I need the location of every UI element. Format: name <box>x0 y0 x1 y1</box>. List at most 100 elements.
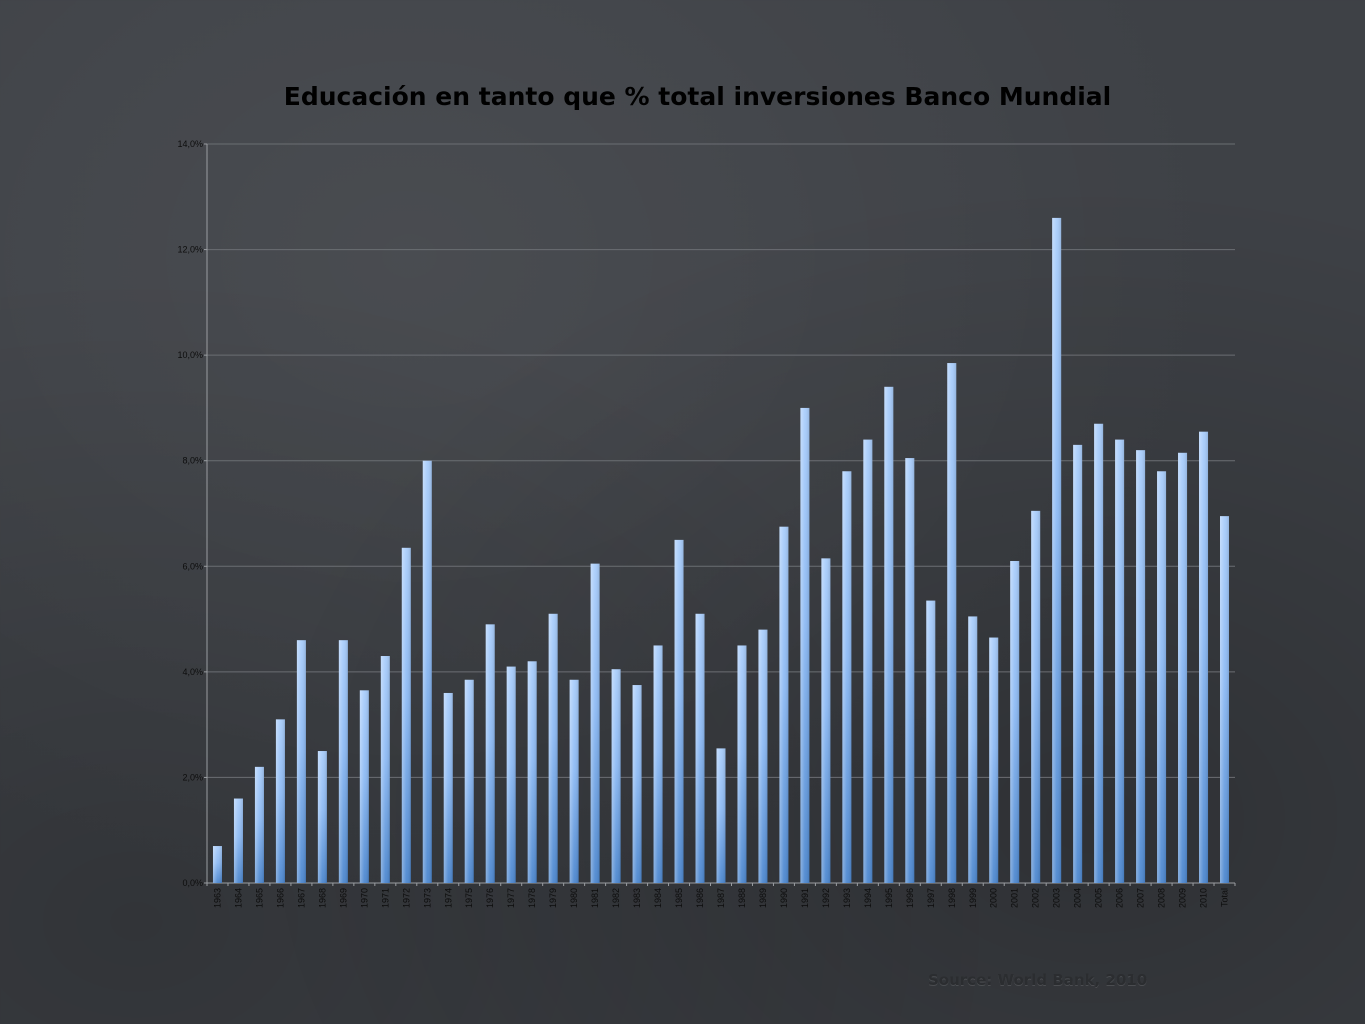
bar-highlight <box>737 645 747 883</box>
bar-highlight <box>548 613 558 883</box>
x-tick-label: 1991 <box>800 888 810 908</box>
x-tick-label: 1995 <box>884 888 894 908</box>
x-tick-label: 2006 <box>1115 888 1125 908</box>
bar-highlight <box>758 629 768 883</box>
x-tick-label: 1981 <box>590 888 600 908</box>
chart-title: Educación en tanto que % total inversion… <box>283 82 1112 111</box>
bar-highlight <box>1094 423 1104 883</box>
bar-highlight <box>1219 516 1230 883</box>
bar-highlight <box>1178 452 1188 883</box>
bar-highlight <box>233 798 243 883</box>
bar-highlight <box>779 526 789 883</box>
x-tick-label: 1966 <box>275 888 285 908</box>
bar-highlight <box>485 624 495 883</box>
x-tick-label: 2004 <box>1073 888 1083 908</box>
bar-highlight <box>632 685 642 883</box>
x-tick-label: 1982 <box>611 888 621 908</box>
x-tick-label: 1977 <box>506 888 516 908</box>
x-tick-label: 1984 <box>653 888 663 908</box>
bar-highlight <box>212 846 223 883</box>
bar-highlight <box>317 751 327 883</box>
bar-highlight <box>1115 439 1125 883</box>
x-tick-label: 2000 <box>989 888 999 908</box>
x-tick-label: 1998 <box>947 888 957 908</box>
bar-highlight <box>716 748 726 883</box>
x-tick-label: 1979 <box>548 888 558 908</box>
bar-highlight <box>695 613 705 883</box>
x-tick-label: 1987 <box>716 888 726 908</box>
y-tick-label: 6,0% <box>182 561 203 571</box>
x-tick-labels: 1963 1964 1965 1966 1967 1968 1969 1970 1971 1972… <box>212 888 1229 908</box>
bar-highlight <box>800 407 810 883</box>
bar-highlight <box>905 458 915 883</box>
x-tick-label: 1969 <box>338 888 348 908</box>
x-tick-label: 1975 <box>464 888 474 908</box>
bar-highlight <box>569 679 579 883</box>
y-tick-label: 10,0% <box>177 350 203 360</box>
bar-highlight <box>842 471 852 883</box>
y-tick-label: 0,0% <box>182 878 203 888</box>
x-tick-label: 1972 <box>401 888 411 908</box>
x-tick-label: 2007 <box>1136 888 1146 908</box>
y-tick-label: 12,0% <box>177 245 203 255</box>
bar-highlight <box>338 640 348 883</box>
x-tick-label: 1964 <box>233 888 243 908</box>
x-tick-label: 2005 <box>1094 888 1104 908</box>
bar-highlight <box>1010 561 1020 883</box>
bar-highlight <box>1199 431 1209 883</box>
x-tick-label: 2008 <box>1157 888 1167 908</box>
x-tick-label: 1999 <box>968 888 978 908</box>
bar-highlight <box>1052 217 1062 883</box>
x-tick-label: 1967 <box>296 888 306 908</box>
bar-highlight <box>653 645 663 883</box>
x-tick-label: 1970 <box>359 888 369 908</box>
y-tick-label: 14,0% <box>177 139 203 149</box>
x-tick-label: 1989 <box>758 888 768 908</box>
x-tick-label: 1965 <box>254 888 264 908</box>
bar-highlight <box>674 539 684 883</box>
bar-highlight <box>254 766 264 883</box>
bar-highlight <box>821 558 831 883</box>
bar-highlight <box>527 661 537 883</box>
x-tick-label: 1973 <box>422 888 432 908</box>
bar-highlight <box>296 640 306 883</box>
x-tick-label: 1980 <box>569 888 579 908</box>
x-tick-label: 2010 <box>1199 888 1209 908</box>
x-tick-label: 2003 <box>1052 888 1062 908</box>
bars <box>212 217 1230 884</box>
x-tick-label: 1974 <box>443 888 453 908</box>
x-tick-label: 1986 <box>695 888 705 908</box>
x-tick-label: 1992 <box>821 888 831 908</box>
y-tick-labels: 0,0% 2,0% 4,0% 6,0% 8,0% 10,0% 12,0% 14,0% <box>177 139 203 888</box>
x-tick-label: 1968 <box>317 888 327 908</box>
bar-highlight <box>611 669 621 883</box>
bar-highlight <box>401 547 411 883</box>
bar-highlight <box>989 637 999 883</box>
bar-highlight <box>1031 510 1041 883</box>
y-tick-label: 2,0% <box>182 772 203 782</box>
bar-highlight <box>968 616 978 883</box>
x-tick-label: 1994 <box>863 888 873 908</box>
x-tick-label: 1997 <box>926 888 936 908</box>
bar-highlight <box>863 439 873 883</box>
bar-highlight <box>1157 471 1167 883</box>
x-tick-label: 2002 <box>1031 888 1041 908</box>
source-note: Source: World Bank, 2010 <box>928 971 1148 989</box>
x-tick-label: 1988 <box>737 888 747 908</box>
bar-highlight <box>590 563 600 883</box>
bar-highlight <box>443 692 453 883</box>
x-tick-label: 2001 <box>1010 888 1020 908</box>
bar-highlight <box>359 690 369 883</box>
x-tick-label: 1978 <box>527 888 537 908</box>
y-tick-label: 4,0% <box>182 667 203 677</box>
x-tick-label: 1976 <box>485 888 495 908</box>
bar-highlight <box>1136 450 1146 883</box>
bar-highlight <box>947 363 957 884</box>
bar-highlight <box>884 386 894 883</box>
bar-highlight <box>506 666 516 883</box>
bar-highlight <box>380 656 390 883</box>
x-tick-label: 1971 <box>380 888 390 908</box>
x-tick-label: 1996 <box>905 888 915 908</box>
